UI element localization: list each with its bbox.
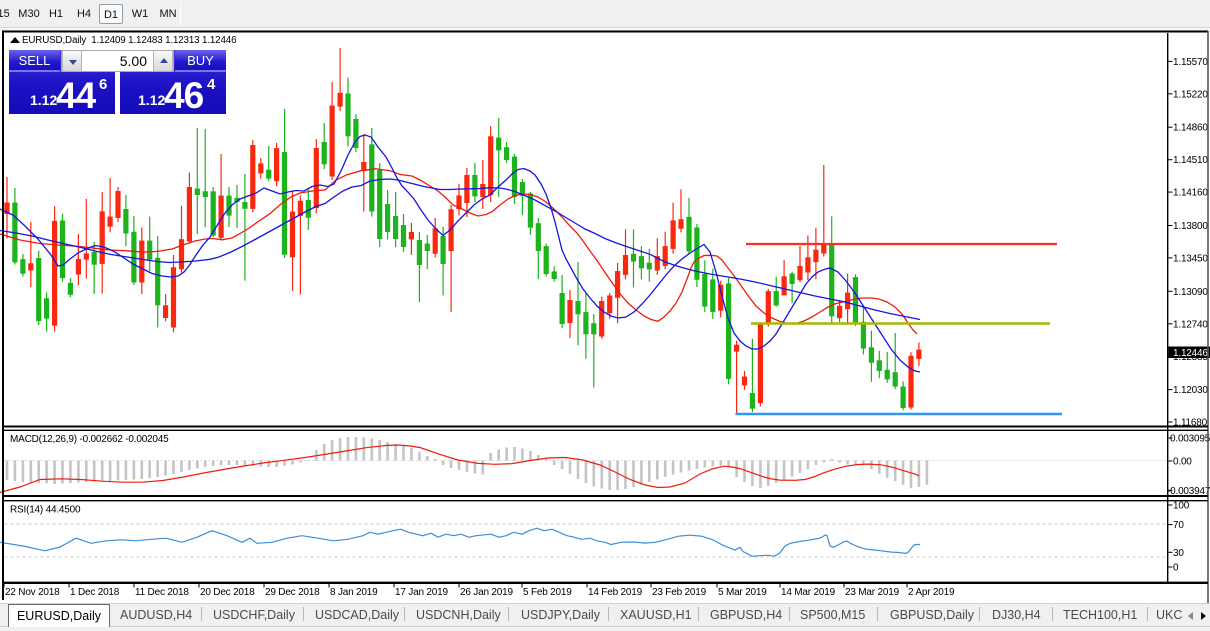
svg-text:1.12446: 1.12446 [1173,348,1208,359]
svg-text:1.14510: 1.14510 [1173,155,1208,166]
svg-text:26 Jan 2019: 26 Jan 2019 [460,587,513,598]
svg-text:1.15570: 1.15570 [1173,57,1208,68]
svg-text:8 Jan 2019: 8 Jan 2019 [330,587,378,598]
svg-text:23 Mar 2019: 23 Mar 2019 [845,587,900,598]
svg-text:70: 70 [1173,520,1184,531]
svg-text:14 Feb 2019: 14 Feb 2019 [588,587,643,598]
svg-text:0.003095: 0.003095 [1170,434,1210,445]
svg-text:1.12740: 1.12740 [1173,319,1208,330]
svg-text:1.15220: 1.15220 [1173,89,1208,100]
svg-text:1.13090: 1.13090 [1173,287,1208,298]
svg-text:1.11680: 1.11680 [1173,418,1208,429]
svg-text:14 Mar 2019: 14 Mar 2019 [781,587,836,598]
svg-text:23 Feb 2019: 23 Feb 2019 [652,587,707,598]
svg-text:20 Dec 2018: 20 Dec 2018 [200,587,255,598]
svg-text:2 Apr 2019: 2 Apr 2019 [908,587,955,598]
svg-text:MACD(12,26,9) -0.002662 -0.002: MACD(12,26,9) -0.002662 -0.002045 [10,434,169,445]
svg-text:29 Dec 2018: 29 Dec 2018 [265,587,320,598]
svg-text:1.13800: 1.13800 [1173,221,1208,232]
svg-text:1.12030: 1.12030 [1173,385,1208,396]
svg-text:30: 30 [1173,548,1184,559]
svg-text:RSI(14) 44.4500: RSI(14) 44.4500 [10,505,81,516]
svg-text:1.14160: 1.14160 [1173,188,1208,199]
svg-text:1.14860: 1.14860 [1173,123,1208,134]
svg-text:100: 100 [1173,501,1190,512]
svg-text:1.13450: 1.13450 [1173,253,1208,264]
svg-text:0: 0 [1173,563,1179,574]
svg-text:11 Dec 2018: 11 Dec 2018 [135,587,189,598]
svg-text:1 Dec 2018: 1 Dec 2018 [70,587,120,598]
svg-text:5 Feb 2019: 5 Feb 2019 [523,587,572,598]
svg-text:17 Jan 2019: 17 Jan 2019 [395,587,448,598]
svg-text:22 Nov 2018: 22 Nov 2018 [5,587,60,598]
svg-text:0.00: 0.00 [1173,457,1192,468]
svg-text:-0.003947: -0.003947 [1167,486,1210,497]
svg-text:5 Mar 2019: 5 Mar 2019 [718,587,767,598]
